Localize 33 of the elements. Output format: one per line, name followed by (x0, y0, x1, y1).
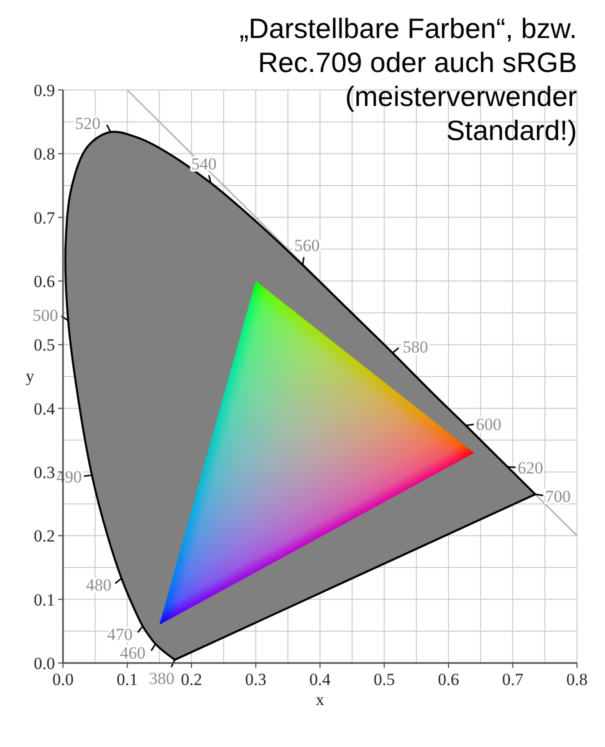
annotation: 520 (75, 114, 101, 134)
y-tick-label: 0.4 (34, 399, 56, 418)
annotation: 600 (476, 415, 502, 434)
x-tick-label: 0.2 (180, 670, 202, 689)
annotation: 700 (545, 486, 571, 506)
x-tick-label: 0.5 (374, 670, 395, 689)
y-tick-label: 0.7 (34, 208, 56, 228)
annotation: 560 (294, 236, 320, 256)
annotation: 380 (148, 668, 174, 688)
y-tick-label: 0.9 (34, 80, 55, 100)
y-tick-label: 0.5 (34, 336, 55, 355)
x-axis-title: x (316, 690, 325, 709)
x-tick-label: 0.7 (502, 670, 524, 689)
annotation: 580 (402, 337, 428, 356)
y-tick-label: 0.0 (34, 654, 55, 673)
y-tick-label: 0.1 (34, 590, 55, 610)
chart-title: „Darstellbare Farben“, bzw. Rec.709 oder auch sRGB (meisterverwender Standard!) (239, 13, 577, 146)
annotation: 480 (86, 576, 112, 595)
x-tick-label: 0.1 (116, 670, 138, 689)
annotation: 500 (32, 306, 58, 326)
x-tick-label: 0.8 (566, 670, 588, 689)
x-tick-label: 0.6 (438, 670, 460, 689)
y-tick-label: 0.3 (34, 462, 55, 482)
x-tick-label: 0.3 (245, 670, 266, 689)
annotation: 460 (120, 643, 146, 662)
y-tick-label: 0.2 (34, 526, 55, 546)
y-tick-label: 0.8 (34, 144, 55, 164)
annotation: 620 (518, 458, 544, 478)
y-tick-label: 0.6 (34, 272, 55, 291)
x-tick-label: 0.4 (309, 670, 332, 689)
y-axis-title: y (26, 366, 35, 386)
annotation: 470 (107, 624, 133, 644)
x-tick-label: 0.0 (52, 670, 74, 689)
